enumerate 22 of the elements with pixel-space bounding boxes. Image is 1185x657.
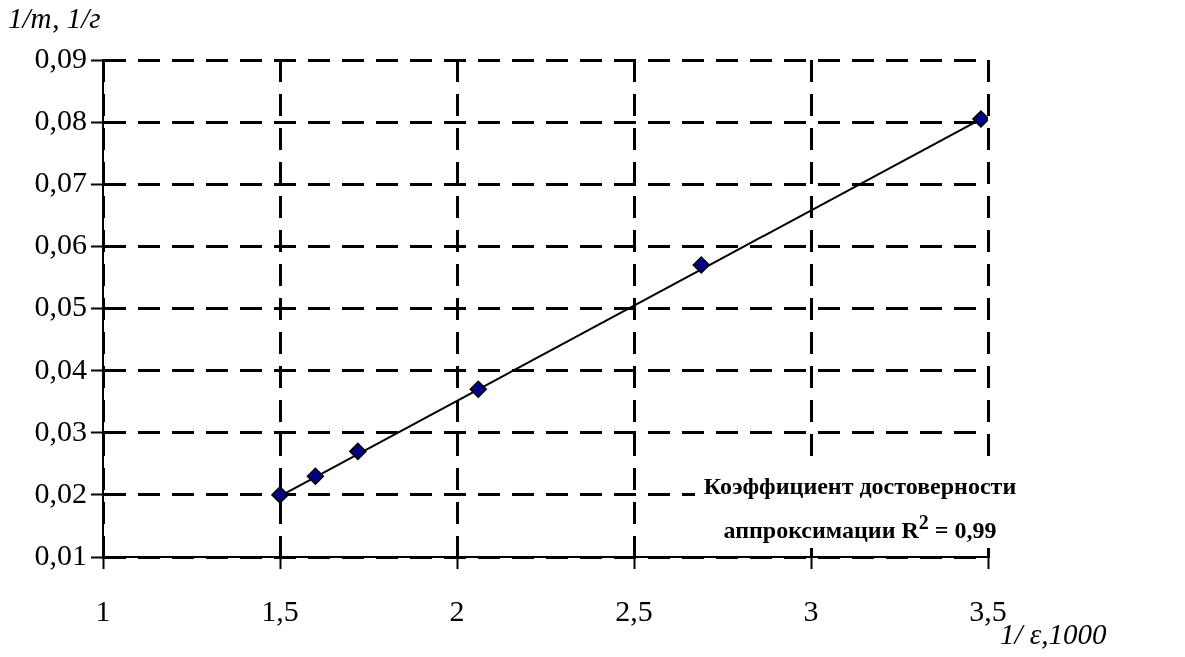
y-axis-title: 1/т, 1/г: [8, 2, 101, 35]
x-tick-label: 1: [95, 593, 111, 627]
x-tick-label: 1,5: [261, 593, 299, 627]
x-tick-label: 2,5: [615, 593, 653, 627]
point: [469, 380, 487, 399]
y-tick-label: 0,05: [34, 289, 87, 323]
point: [306, 467, 325, 485]
y-tick-label: 0,04: [34, 351, 87, 385]
y-tick-label: 0,01: [34, 537, 87, 571]
y-tick-label: 0,03: [34, 413, 87, 447]
point: [692, 256, 711, 274]
annotation: Коэффициент достоверности аппроксимации R$^{2}$ = 0,99: [695, 468, 1025, 548]
y-tick-label: 0,08: [34, 103, 87, 136]
y-tick-label: 0,07: [34, 165, 87, 199]
x-tick-label: 3: [803, 593, 819, 627]
y-tick-label: 0,06: [34, 227, 87, 261]
point: [349, 442, 367, 461]
x-tick-label: 2: [449, 593, 465, 627]
point: [271, 486, 289, 504]
y-tick-label: 0,02: [34, 475, 87, 509]
point: [972, 110, 988, 128]
y-tick-label: 0,09: [34, 40, 87, 74]
